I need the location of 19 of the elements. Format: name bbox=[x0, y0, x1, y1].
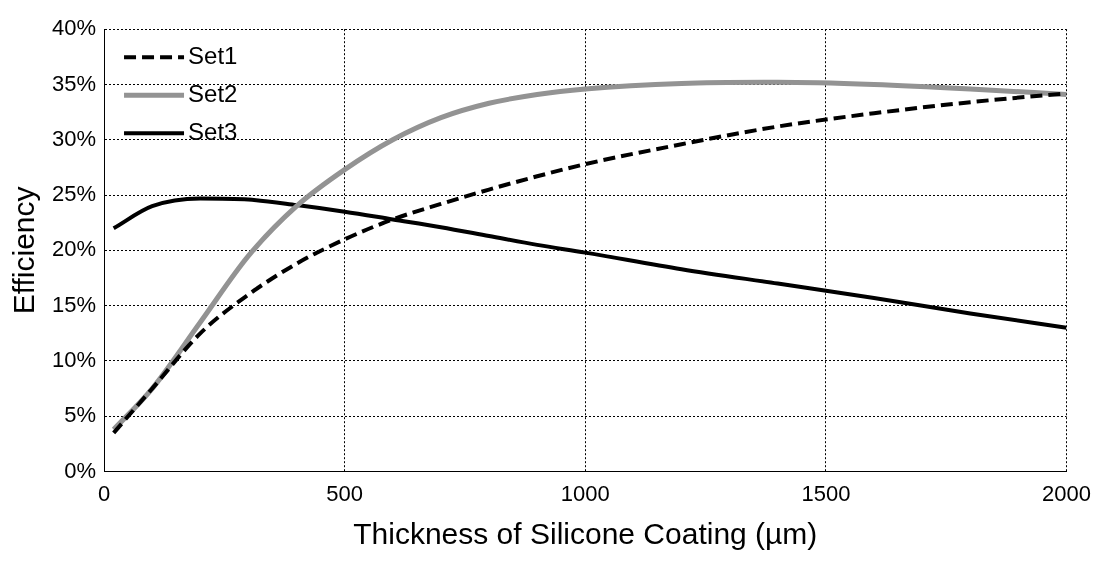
y-tick-label: 30% bbox=[51, 125, 97, 151]
legend-label: Set3 bbox=[188, 117, 238, 145]
y-tick-label: 40% bbox=[51, 15, 97, 41]
y-tick-label: 35% bbox=[51, 70, 97, 96]
x-tick-label: 2000 bbox=[1042, 480, 1092, 506]
y-axis-title: Efficiency bbox=[7, 186, 41, 315]
y-tick-label: 20% bbox=[51, 236, 97, 262]
x-tick-label: 0 bbox=[97, 480, 111, 506]
y-tick-label: 25% bbox=[51, 181, 97, 207]
y-tick-label: 10% bbox=[51, 347, 97, 373]
x-tick-label: 1000 bbox=[560, 480, 610, 506]
legend-label: Set1 bbox=[188, 41, 238, 69]
x-axis-title: Thickness of Silicone Coating (µm) bbox=[353, 517, 818, 551]
x-tick-label: 500 bbox=[326, 480, 364, 506]
x-tick-label: 1500 bbox=[801, 480, 851, 506]
y-tick-label: 15% bbox=[51, 291, 97, 317]
legend-label: Set2 bbox=[188, 79, 238, 107]
y-tick-label: 0% bbox=[64, 457, 97, 483]
y-tick-label: 5% bbox=[64, 402, 97, 428]
